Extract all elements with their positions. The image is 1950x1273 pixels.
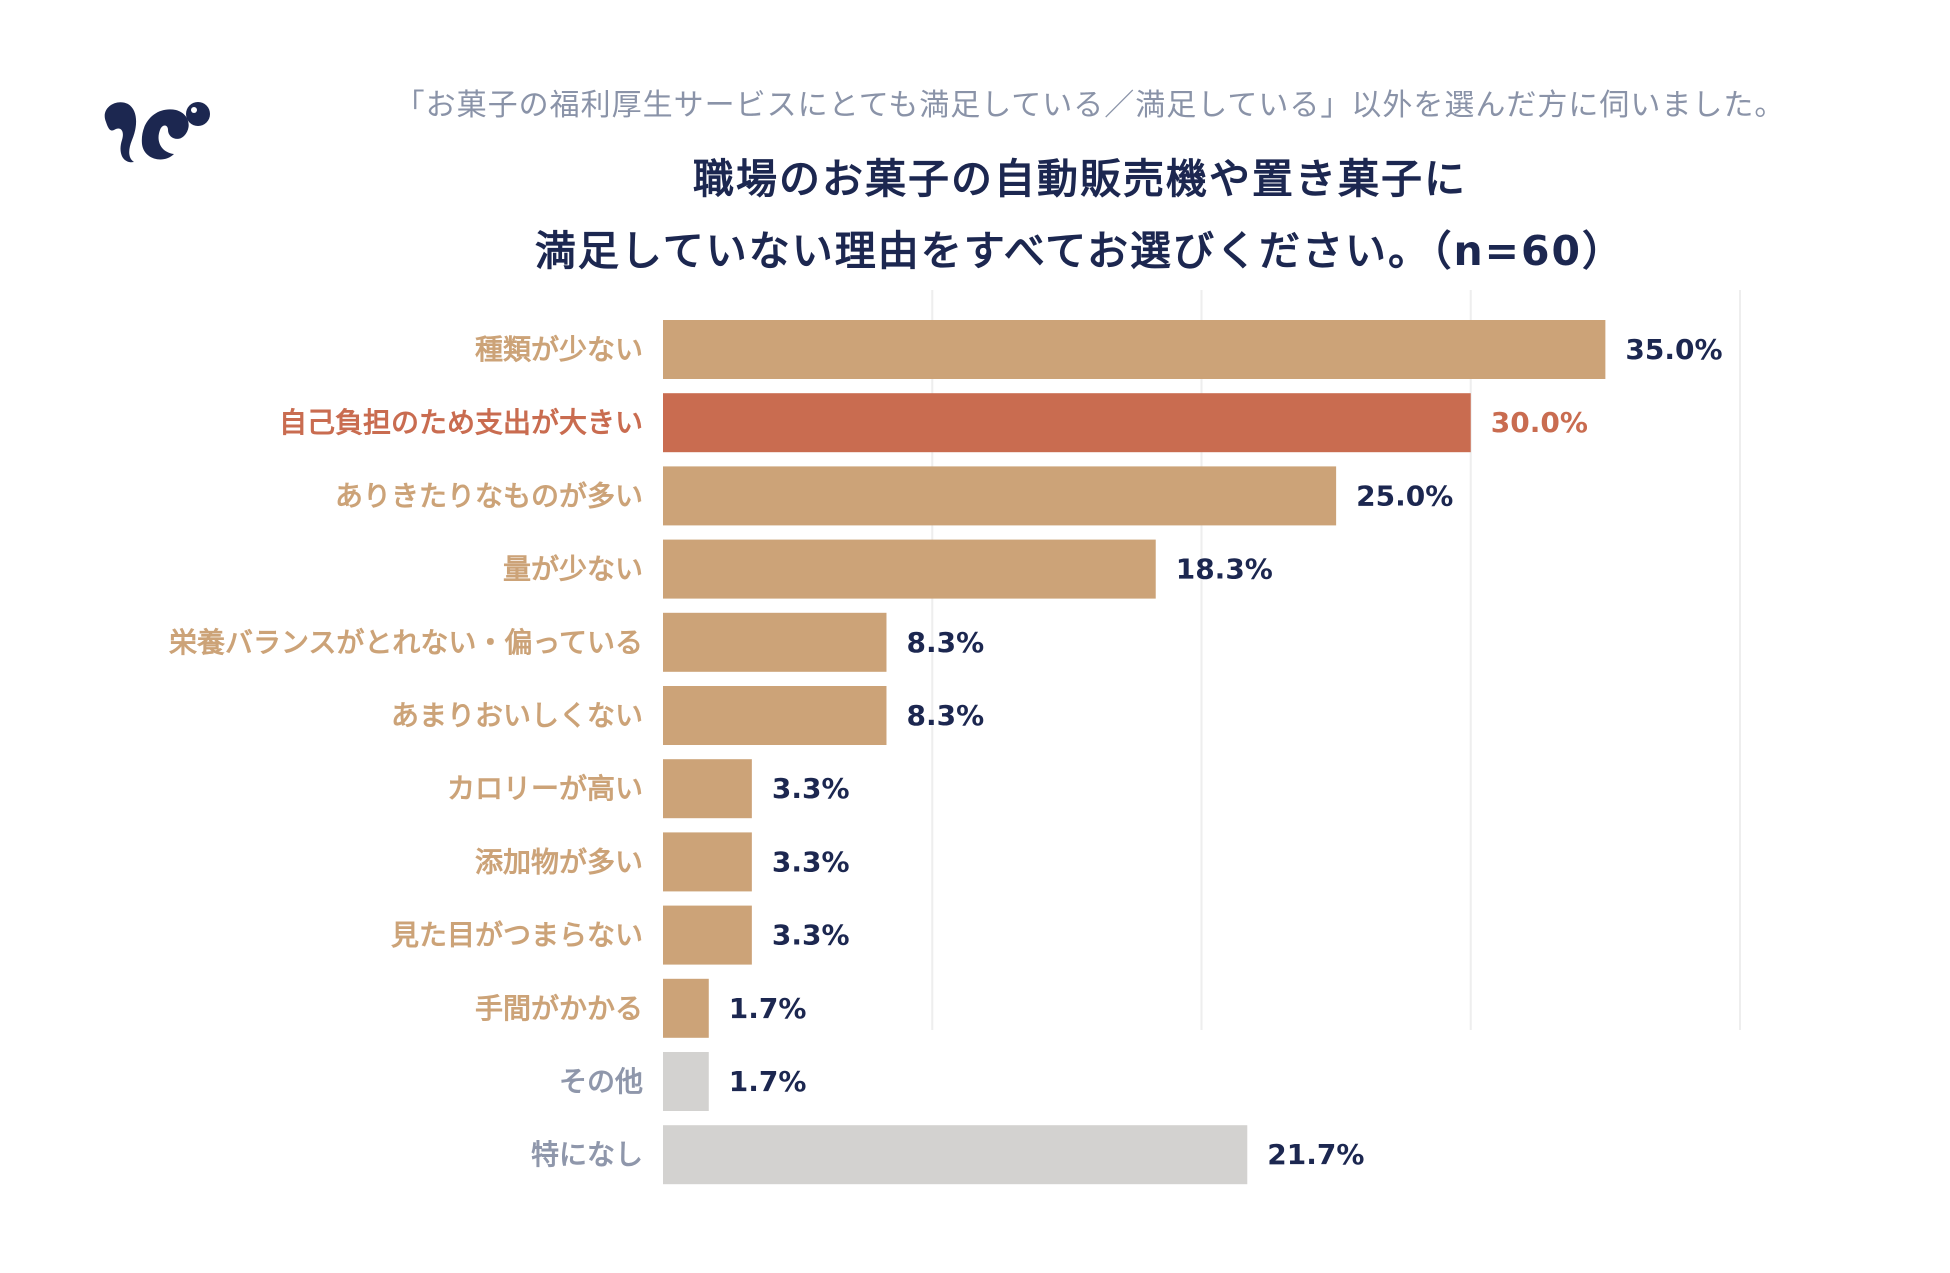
value-label-5: 8.3% bbox=[906, 699, 984, 732]
value-label-7: 3.3% bbox=[772, 845, 850, 878]
category-label-5: あまりおいしくない bbox=[391, 699, 643, 732]
value-label-4: 8.3% bbox=[906, 626, 984, 659]
bar-11 bbox=[663, 1125, 1248, 1185]
chart-subtitle: 「お菓子の福利厚生サービスにとても満足している／満足している」以外を選んだ方に伺… bbox=[394, 88, 1786, 123]
bar-1 bbox=[663, 393, 1471, 453]
category-label-11: 特になし bbox=[531, 1138, 643, 1171]
category-label-0: 種類が少ない bbox=[475, 333, 643, 366]
value-label-11: 21.7% bbox=[1267, 1138, 1364, 1171]
category-label-6: カロリーが高い bbox=[447, 772, 643, 805]
category-label-4: 栄養バランスがとれない・偏っている bbox=[169, 626, 643, 659]
category-label-2: ありきたりなものが多い bbox=[335, 479, 643, 512]
bar-8 bbox=[663, 905, 752, 965]
bar-5 bbox=[663, 686, 887, 745]
value-label-8: 3.3% bbox=[772, 919, 850, 952]
bar-2 bbox=[663, 466, 1337, 526]
value-label-3: 18.3% bbox=[1176, 553, 1273, 586]
bar-3 bbox=[663, 539, 1156, 599]
category-label-9: 手間がかかる bbox=[475, 992, 643, 1025]
bar-9 bbox=[663, 978, 709, 1038]
brand-logo-icon bbox=[104, 102, 210, 163]
value-label-2: 25.0% bbox=[1356, 479, 1453, 512]
category-label-7: 添加物が多い bbox=[475, 845, 643, 878]
bar-0 bbox=[663, 320, 1606, 379]
value-label-0: 35.0% bbox=[1625, 333, 1722, 366]
chart-title-line-1: 職場のお菓子の自動販売機や置き菓子に bbox=[693, 155, 1467, 203]
value-label-1: 30.0% bbox=[1491, 406, 1588, 439]
category-label-1: 自己負担のため支出が大きい bbox=[279, 406, 643, 439]
value-label-6: 3.3% bbox=[772, 772, 850, 805]
bar-6 bbox=[663, 759, 752, 819]
chart-title-line-2: 満足していない理由をすべてお選びください。（n=60） bbox=[534, 227, 1626, 275]
value-label-10: 1.7% bbox=[729, 1065, 807, 1098]
bar-10 bbox=[663, 1052, 709, 1111]
category-label-8: 見た目がつまらない bbox=[391, 919, 643, 952]
bar-4 bbox=[663, 612, 887, 672]
category-label-3: 量が少ない bbox=[503, 553, 643, 586]
bar-7 bbox=[663, 832, 752, 892]
category-label-10: その他 bbox=[559, 1065, 643, 1098]
value-label-9: 1.7% bbox=[729, 992, 807, 1025]
